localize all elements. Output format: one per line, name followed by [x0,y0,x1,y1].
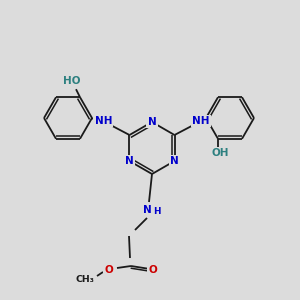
Text: N: N [125,156,134,166]
Text: NH: NH [192,116,209,126]
Text: NH: NH [95,116,112,126]
Text: CH₃: CH₃ [76,275,94,284]
Text: O: O [148,265,158,275]
Text: N: N [148,117,156,127]
Text: O: O [105,265,113,275]
Text: N: N [170,156,179,166]
Text: HO: HO [63,76,81,86]
Text: OH: OH [211,148,229,158]
Text: N: N [142,205,152,215]
Text: H: H [153,208,161,217]
